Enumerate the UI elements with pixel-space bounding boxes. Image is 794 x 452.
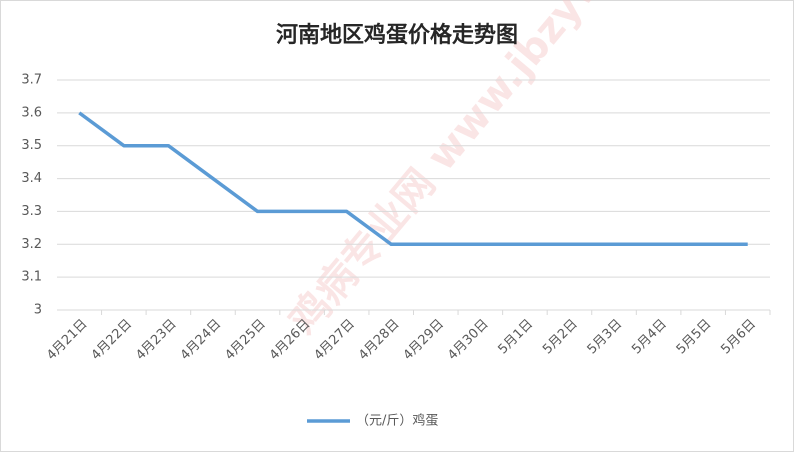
y-tick-label: 3.7 — [21, 73, 42, 88]
y-tick-label: 3.1 — [21, 270, 42, 285]
y-tick-label: 3.5 — [21, 138, 42, 153]
y-tick-label: 3 — [34, 303, 42, 318]
data-line — [78, 111, 748, 247]
y-tick-label: 3.3 — [21, 204, 42, 219]
legend-label: （元/斤）鸡蛋 — [356, 413, 438, 429]
y-tick-label: 3.4 — [21, 171, 42, 186]
y-tick-label: 3.6 — [21, 105, 42, 120]
chart-title: 河南地区鸡蛋价格走势图 — [276, 22, 518, 48]
y-tick-label: 3.2 — [21, 237, 42, 252]
